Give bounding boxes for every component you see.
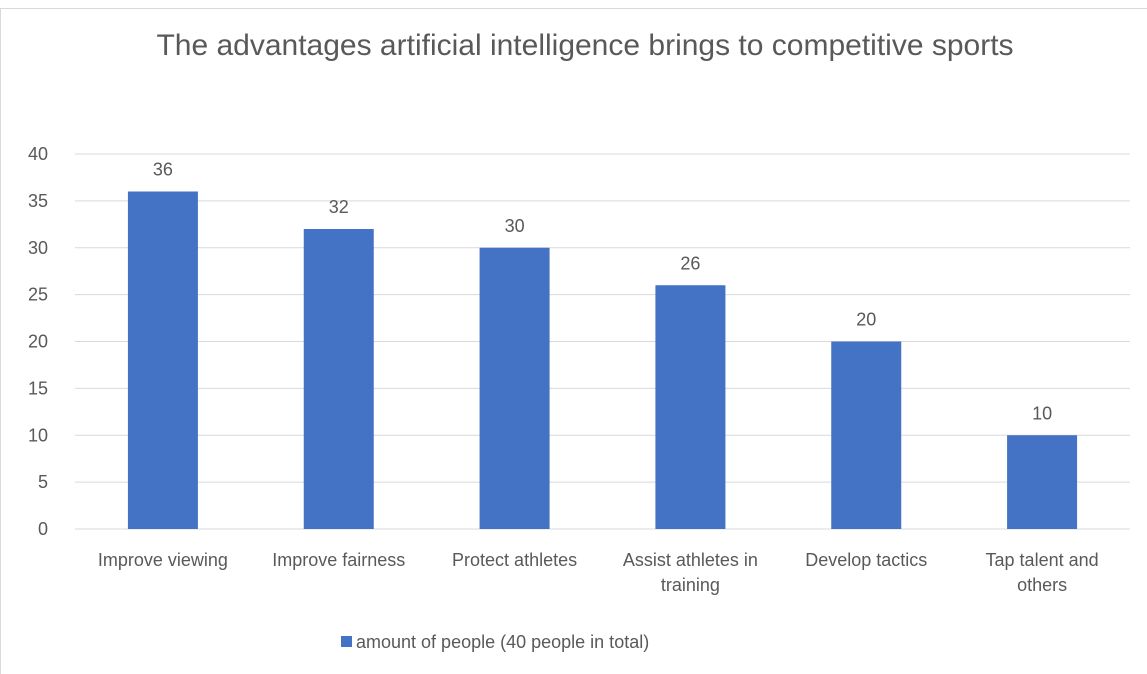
y-tick-label: 25	[28, 285, 48, 305]
x-tick-label: Protect athletes	[452, 550, 577, 570]
y-tick-label: 0	[38, 519, 48, 539]
data-label: 26	[680, 253, 700, 273]
data-label: 36	[153, 160, 173, 180]
y-tick-label: 30	[28, 238, 48, 258]
data-label: 32	[329, 197, 349, 217]
x-tick-label: Improve fairness	[272, 550, 405, 570]
y-tick-label: 20	[28, 332, 48, 352]
x-tick-label: Improve viewing	[98, 550, 228, 570]
data-label: 30	[505, 216, 525, 236]
y-tick-label: 5	[38, 472, 48, 492]
y-tick-label: 15	[28, 378, 48, 398]
x-tick-label: Develop tactics	[805, 550, 927, 570]
y-tick-label: 10	[28, 425, 48, 445]
y-tick-label: 40	[28, 144, 48, 164]
data-label: 20	[856, 310, 876, 330]
x-tick-label: Tap talent and others	[986, 550, 1099, 595]
data-label: 10	[1032, 403, 1052, 423]
bar	[1007, 435, 1078, 529]
y-tick-label: 35	[28, 191, 48, 211]
bar	[655, 285, 726, 529]
bar	[303, 229, 374, 529]
legend-label: amount of people (40 people in total)	[356, 632, 649, 652]
bar	[831, 341, 902, 529]
chart-title: The advantages artificial intelligence b…	[156, 29, 1013, 62]
x-tick-label: Assist athletes in training	[623, 550, 758, 595]
bar	[127, 191, 198, 529]
bar	[479, 247, 550, 529]
legend-swatch	[341, 636, 352, 647]
